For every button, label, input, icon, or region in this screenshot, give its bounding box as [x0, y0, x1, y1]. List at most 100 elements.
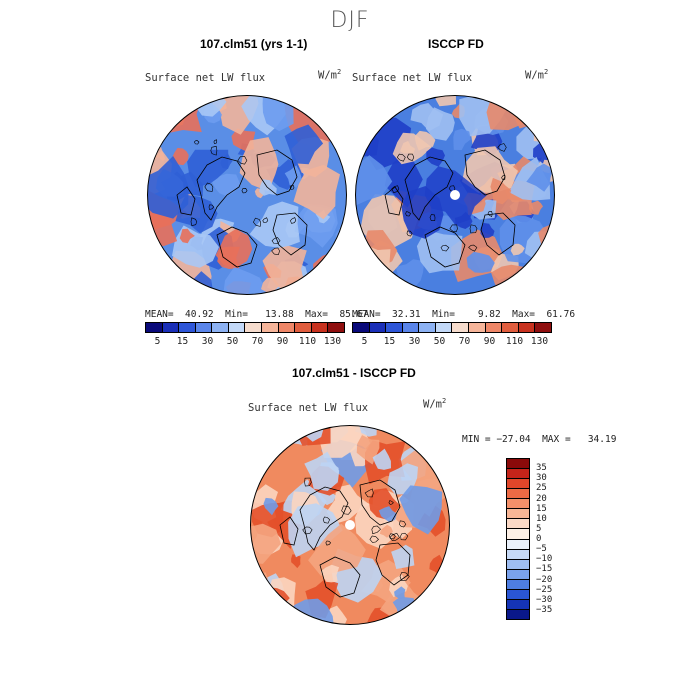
colorbar-cell: [485, 323, 503, 332]
panel-variable-label-obs: Surface net LW flux: [352, 72, 473, 84]
panel-stats-model: MEAN= 40.92 Min= 13.88 Max= 85.67: [145, 309, 369, 320]
colorbar-cell: [402, 323, 420, 332]
coastline: [396, 153, 406, 162]
coastline: [468, 244, 478, 252]
coastline: [290, 217, 297, 224]
coastline: [279, 516, 299, 546]
coastline: [319, 556, 361, 598]
colorbar-tick-label: 15: [176, 336, 189, 347]
contour-region: [250, 572, 268, 589]
colorbar-cell: [507, 589, 529, 600]
contour-region: [416, 229, 463, 274]
contour-region: [402, 609, 416, 621]
colorbar-cell: [262, 323, 279, 332]
map-border: [355, 95, 555, 295]
coastline: [369, 535, 379, 543]
polar-map-obs: [355, 95, 555, 295]
coastline: [193, 140, 200, 145]
contour-region: [355, 112, 369, 135]
coastline: [208, 204, 215, 210]
contour-region: [219, 95, 259, 135]
colorbar-cell: [311, 323, 329, 332]
contour-region: [222, 266, 266, 295]
contour-region: [239, 137, 279, 192]
contour-region: [147, 238, 162, 257]
colorbar-tick-label: 5: [154, 336, 161, 347]
figure-title: DJF: [330, 8, 370, 33]
colorbar-obs: [352, 322, 552, 333]
contour-region: [291, 554, 301, 569]
coastline: [429, 214, 436, 221]
colorbar-cell: [535, 323, 551, 332]
contour-region: [442, 442, 450, 456]
colorbar-ticks-obs: 5 15 30 50 70 90 110 130: [352, 336, 552, 348]
colorbar-tick-label: −25: [536, 584, 553, 595]
panel-title-diff: 107.clm51 - ISCCP FD: [292, 366, 416, 380]
colorbar-cell: [507, 529, 529, 540]
contour-region: [250, 430, 271, 458]
colorbar-cell: [507, 469, 529, 480]
coastline: [341, 505, 352, 515]
colorbar-tick-label: 50: [226, 336, 239, 347]
coastline: [253, 217, 261, 227]
colorbar-tick-label: 70: [251, 336, 264, 347]
coastline: [176, 186, 196, 216]
coastline: [449, 224, 458, 233]
coastline: [487, 211, 493, 217]
contour-region: [147, 276, 172, 295]
coastline: [216, 226, 258, 268]
coastline: [256, 149, 298, 196]
coastline: [302, 526, 313, 535]
coastline: [196, 156, 246, 221]
colorbar-cell: [195, 323, 213, 332]
contour-region: [462, 146, 518, 193]
colorbar-cell: [452, 323, 470, 332]
colorbar-cell: [228, 323, 246, 332]
contour-region: [317, 425, 362, 458]
coastline: [497, 143, 507, 152]
coastline: [271, 247, 280, 256]
colorbar-cell: [369, 323, 387, 332]
colorbar-tick-label: 30: [536, 473, 547, 484]
colorbar-tick-label: 130: [530, 336, 549, 347]
coastline: [237, 156, 248, 165]
colorbar-tick-label: 110: [505, 336, 524, 347]
contour-region: [359, 245, 391, 279]
coastline: [406, 230, 413, 237]
colorbar-tick-label: −20: [536, 574, 553, 585]
colorbar-tick-label: 35: [536, 463, 547, 474]
coastline: [501, 175, 506, 180]
coastline: [388, 533, 396, 540]
colorbar-tick-label: 5: [361, 336, 368, 347]
colorbar-cell: [419, 323, 436, 332]
colorbar-tick-label: −5: [536, 544, 547, 555]
coastline: [424, 226, 466, 268]
pole-hole: [450, 190, 460, 200]
colorbar-cell: [328, 323, 344, 332]
coastline: [389, 532, 400, 542]
coastline: [406, 153, 415, 161]
coastline: [480, 212, 516, 256]
contour-region: [391, 544, 415, 569]
colorbar-cell: [295, 323, 312, 332]
colorbar-tick-label: 30: [201, 336, 214, 347]
contour-region: [308, 523, 366, 577]
contour-region: [284, 124, 324, 165]
contour-region: [426, 147, 445, 167]
contour-region: [147, 156, 189, 219]
panel-title-model: 107.clm51 (yrs 1-1): [200, 37, 308, 51]
colorbar-cell: [245, 323, 263, 332]
contour-region: [304, 451, 340, 491]
contour-region: [263, 497, 279, 516]
contour-region: [510, 243, 525, 256]
panel-units-model: W/m2: [318, 68, 342, 82]
contour-region: [466, 251, 495, 273]
colorbar-cell: [507, 519, 529, 530]
panel-variable-label-model: Surface net LW flux: [145, 72, 266, 84]
colorbar-tick-label: −15: [536, 564, 553, 575]
coastline: [399, 520, 407, 528]
panel-variable-label-diff: Surface net LW flux: [248, 402, 369, 414]
contour-region: [254, 590, 278, 615]
contour-region: [286, 425, 299, 435]
contour-region: [332, 116, 347, 136]
